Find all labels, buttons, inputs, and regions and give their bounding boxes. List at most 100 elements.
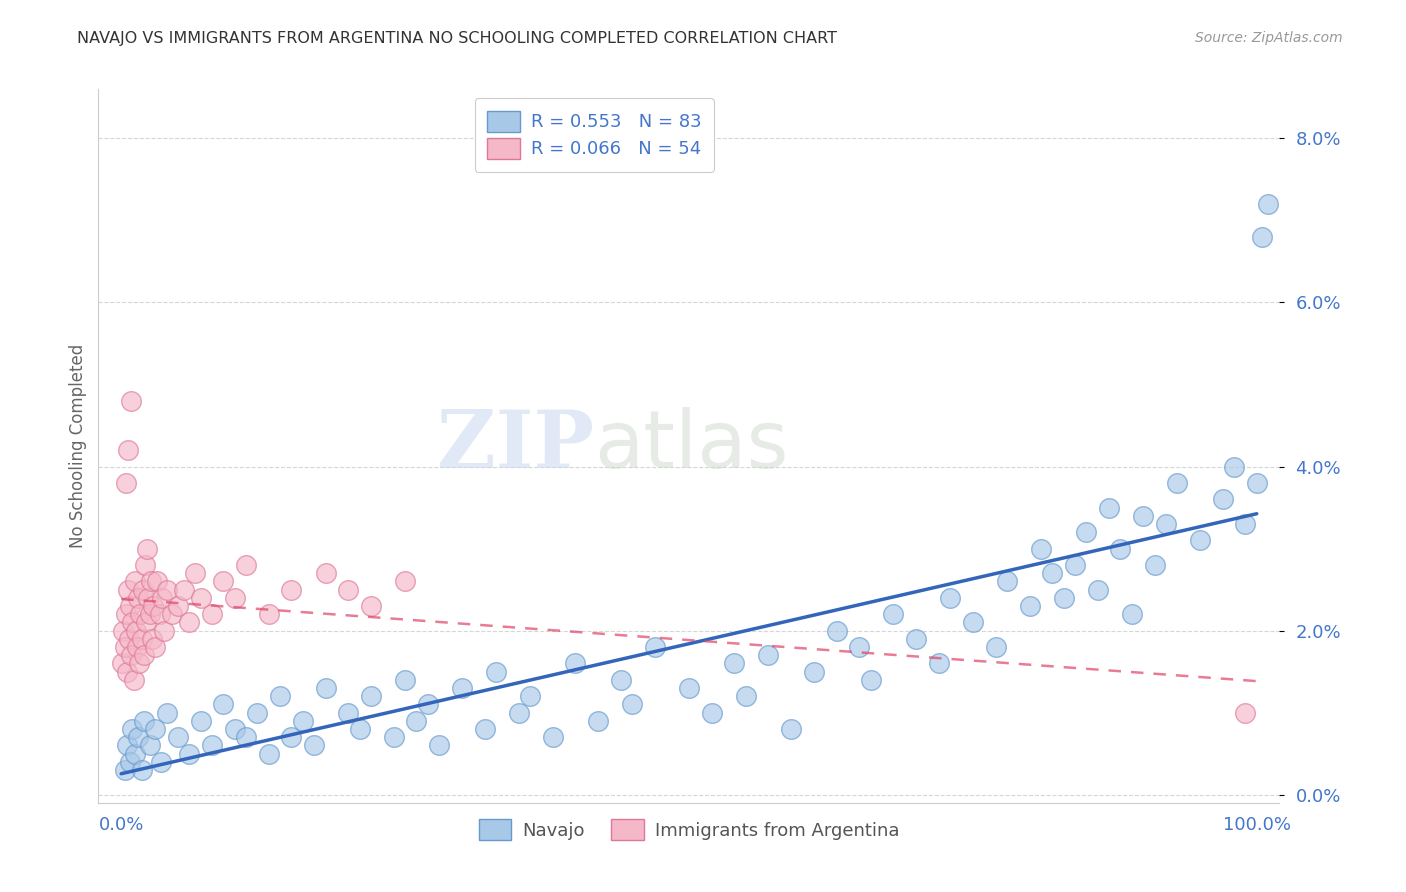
Point (125, 640, 148, 654)
Point (848, 640, 870, 654)
Point (201, 739, 224, 753)
Point (115, 739, 138, 753)
Point (114, 763, 136, 777)
Point (450, 681, 472, 695)
Point (146, 574, 169, 589)
Point (132, 582, 155, 597)
Point (138, 739, 160, 753)
Point (129, 607, 152, 622)
Point (143, 640, 166, 654)
Point (315, 681, 337, 695)
Point (184, 566, 207, 581)
Point (162, 607, 183, 622)
Point (201, 607, 224, 622)
Point (928, 657, 950, 671)
Point (121, 615, 143, 630)
Point (905, 632, 928, 646)
Point (1223, 459, 1246, 474)
Text: atlas: atlas (595, 407, 789, 485)
Point (114, 607, 136, 622)
Point (1076, 525, 1098, 540)
Point (141, 632, 163, 646)
Point (257, 607, 280, 622)
Point (1246, 475, 1268, 490)
Point (291, 714, 314, 728)
Point (803, 665, 825, 679)
Point (859, 673, 882, 687)
Point (179, 615, 201, 630)
Point (212, 698, 235, 712)
Point (1234, 706, 1257, 720)
Point (212, 574, 235, 589)
Point (167, 730, 190, 744)
Point (416, 698, 439, 712)
Point (246, 706, 269, 720)
Point (1212, 492, 1234, 507)
Point (224, 591, 246, 605)
Point (394, 574, 416, 589)
Point (117, 443, 139, 458)
Point (190, 714, 212, 728)
Point (118, 632, 141, 646)
Point (984, 640, 1007, 654)
Point (257, 747, 280, 761)
Point (114, 640, 136, 654)
Point (302, 739, 325, 753)
Point (1053, 591, 1076, 605)
Point (644, 640, 666, 654)
Point (586, 714, 609, 728)
Point (405, 714, 427, 728)
Point (1040, 566, 1063, 581)
Point (1121, 607, 1143, 622)
Text: ZIP: ZIP (437, 407, 595, 485)
Point (734, 689, 756, 703)
Point (190, 591, 212, 605)
Point (474, 722, 496, 736)
Point (541, 730, 564, 744)
Point (112, 624, 135, 638)
Point (114, 475, 136, 490)
Point (780, 722, 803, 736)
Point (280, 730, 302, 744)
Point (124, 747, 146, 761)
Point (127, 591, 149, 605)
Point (394, 673, 416, 687)
Point (1087, 582, 1109, 597)
Point (1132, 508, 1154, 523)
Point (132, 648, 155, 662)
Point (124, 574, 146, 589)
Point (153, 624, 176, 638)
Point (1098, 500, 1121, 515)
Point (125, 624, 148, 638)
Legend: Navajo, Immigrants from Argentina: Navajo, Immigrants from Argentina (471, 812, 907, 847)
Point (1234, 516, 1257, 531)
Point (131, 632, 153, 646)
Point (825, 624, 848, 638)
Y-axis label: No Schooling Completed: No Schooling Completed (69, 344, 87, 548)
Point (700, 706, 723, 720)
Point (132, 714, 155, 728)
Point (138, 607, 160, 622)
Point (519, 689, 541, 703)
Point (235, 558, 257, 572)
Point (962, 615, 984, 630)
Point (621, 698, 644, 712)
Point (149, 755, 172, 769)
Point (995, 574, 1018, 589)
Point (360, 599, 382, 613)
Point (115, 665, 138, 679)
Point (143, 722, 166, 736)
Point (337, 582, 360, 597)
Point (337, 706, 360, 720)
Point (1109, 541, 1132, 556)
Point (155, 706, 177, 720)
Point (349, 722, 371, 736)
Point (134, 558, 156, 572)
Point (235, 730, 257, 744)
Point (280, 582, 302, 597)
Point (315, 566, 337, 581)
Point (564, 657, 586, 671)
Point (758, 648, 780, 662)
Point (167, 599, 190, 613)
Point (111, 657, 134, 671)
